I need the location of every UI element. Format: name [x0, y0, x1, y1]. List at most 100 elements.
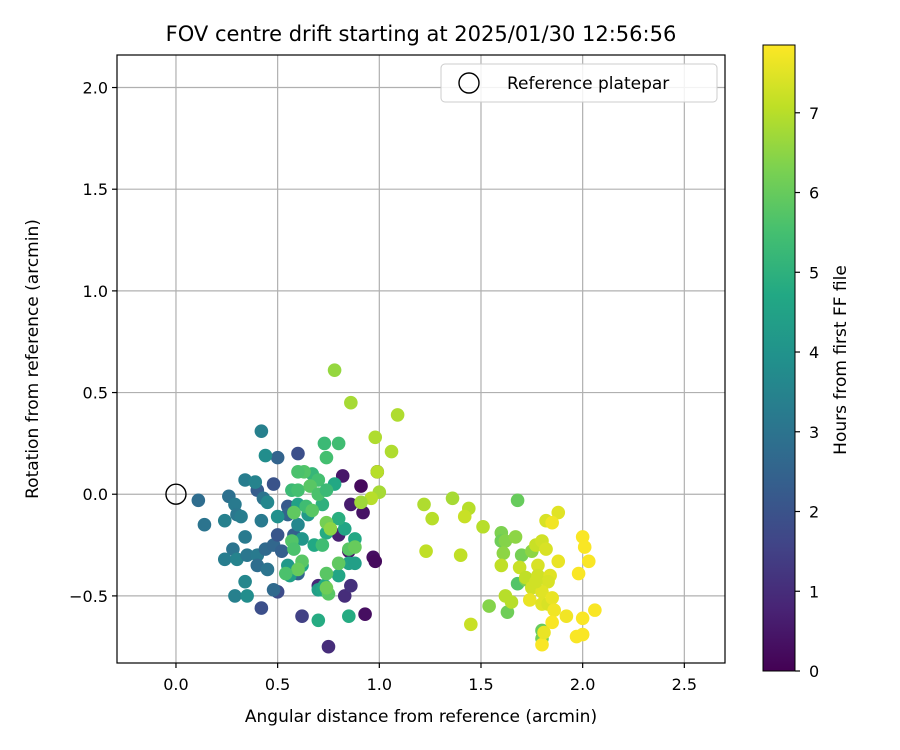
x-tick-label: 1.0	[367, 675, 392, 694]
plot-frame	[116, 54, 726, 664]
colorbar: 0 1 2 3 4 5 6 7 Hours from first FF file	[762, 44, 851, 681]
grid	[117, 55, 725, 663]
data-point	[575, 611, 590, 626]
data-point	[287, 505, 301, 520]
x-tick-label: 0.0	[163, 675, 188, 694]
data-point	[545, 591, 559, 605]
data-point	[445, 491, 460, 506]
data-point	[453, 548, 468, 563]
data-point	[494, 558, 509, 573]
data-point	[217, 552, 232, 567]
data-point	[319, 483, 334, 497]
data-point	[260, 495, 275, 510]
data-point	[217, 513, 232, 528]
data-point	[384, 444, 399, 459]
data-point	[571, 566, 586, 581]
data-point	[191, 493, 206, 508]
data-point	[569, 629, 584, 644]
data-point	[348, 540, 362, 554]
data-point	[551, 554, 566, 569]
colorbar-ticks: 0 1 2 3 4 5 6 7	[795, 104, 819, 681]
data-point	[417, 497, 431, 512]
data-point	[342, 609, 356, 624]
data-point	[238, 530, 252, 544]
data-point	[531, 558, 545, 573]
chart-title: FOV centre drift starting at 2025/01/30 …	[166, 22, 677, 46]
colorbar-tick-label: 6	[809, 184, 819, 203]
x-tick-label: 2.5	[672, 675, 697, 694]
data-point	[327, 363, 342, 377]
y-tick-label: 1.5	[83, 180, 108, 199]
x-tick-label: 2.0	[570, 675, 595, 694]
colorbar-tick-label: 2	[809, 503, 819, 522]
reference-marker-group	[165, 483, 187, 505]
data-point	[254, 601, 269, 615]
data-point	[295, 609, 309, 624]
data-point	[228, 589, 242, 603]
data-point	[581, 554, 596, 569]
data-point	[248, 475, 263, 489]
data-point	[311, 613, 326, 628]
y-tick-label: 1.0	[83, 282, 108, 301]
data-point	[545, 515, 559, 530]
data-point	[331, 556, 346, 571]
legend-marker-icon	[458, 72, 480, 94]
data-point	[270, 528, 285, 542]
data-point	[545, 615, 559, 630]
data-point	[419, 544, 433, 558]
data-point	[529, 574, 543, 589]
data-point	[337, 521, 352, 536]
data-point	[508, 530, 523, 544]
data-point	[354, 479, 368, 493]
data-point	[537, 625, 551, 640]
data-point	[512, 560, 527, 575]
data-point	[535, 637, 549, 652]
data-point	[274, 544, 289, 558]
data-point	[317, 436, 332, 451]
data-point	[323, 521, 338, 536]
y-axis-label: Rotation from reference (arcmin)	[23, 219, 43, 499]
data-point	[588, 603, 602, 617]
data-point	[254, 424, 269, 438]
data-point	[234, 509, 248, 524]
colorbar-tick-label: 4	[809, 343, 819, 362]
x-axis-label: Angular distance from reference (arcmin)	[245, 707, 597, 727]
data-point	[319, 566, 334, 581]
data-point	[348, 556, 362, 571]
data-point	[354, 495, 368, 510]
data-point	[551, 505, 566, 520]
data-point	[240, 589, 254, 603]
data-point	[476, 519, 490, 534]
data-point	[197, 517, 212, 532]
data-point	[535, 585, 549, 599]
data-point	[331, 568, 346, 583]
colorbar-tick-label: 7	[809, 104, 819, 123]
data-point	[522, 593, 537, 607]
colorbar-gradient	[762, 44, 796, 672]
colorbar-tick-label: 3	[809, 423, 819, 442]
data-point	[291, 483, 305, 497]
data-point	[250, 558, 265, 573]
data-point	[541, 574, 555, 589]
data-point	[344, 395, 358, 410]
legend-label: Reference platepar	[507, 74, 669, 94]
reference-platepar-marker	[165, 483, 187, 505]
y-tick-label: −0.5	[69, 587, 108, 606]
x-tick-label: 1.5	[468, 675, 493, 694]
data-point	[368, 430, 383, 445]
data-point	[370, 465, 385, 479]
data-point	[287, 542, 301, 556]
data-point	[344, 497, 358, 512]
data-point	[260, 562, 275, 577]
data-point	[295, 532, 309, 546]
data-point	[539, 542, 553, 556]
data-point	[547, 603, 561, 617]
data-point	[331, 511, 346, 526]
data-point	[258, 448, 273, 463]
data-point	[291, 446, 305, 461]
data-point	[254, 513, 269, 528]
data-point	[319, 450, 334, 465]
colorbar-tick-label: 0	[809, 662, 819, 681]
data-point	[358, 607, 372, 621]
legend: Reference platepar	[440, 63, 718, 103]
